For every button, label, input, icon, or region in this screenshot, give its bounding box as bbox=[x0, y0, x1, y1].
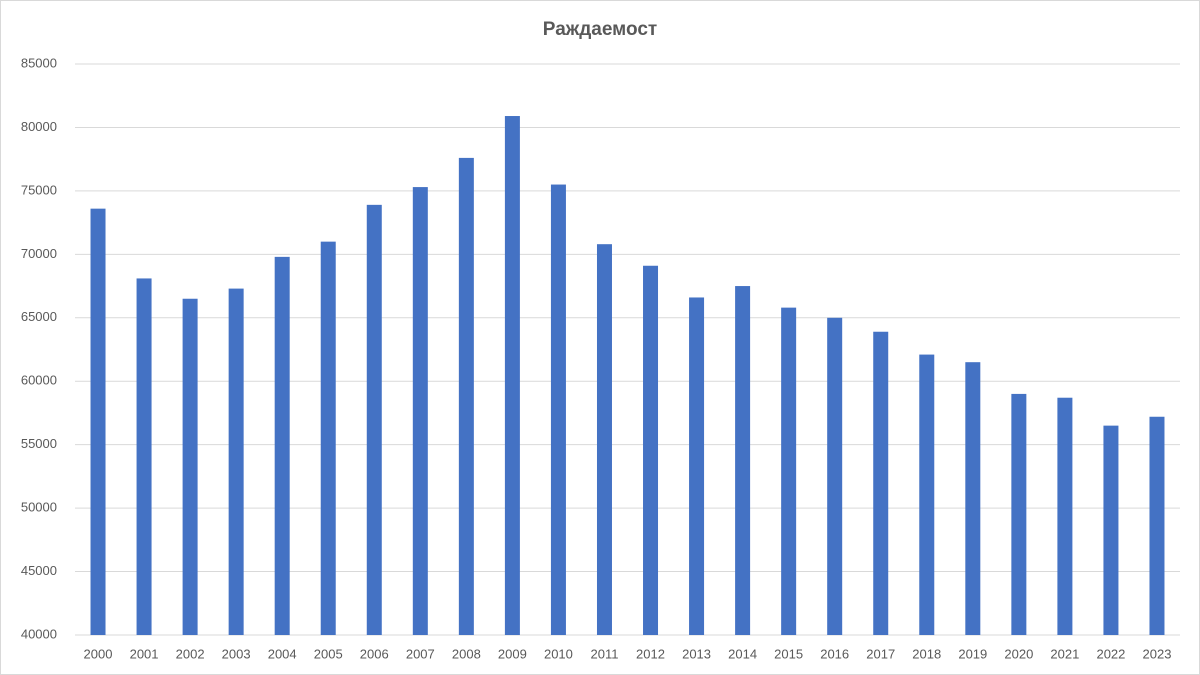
x-tick-label: 2019 bbox=[958, 646, 987, 661]
bar bbox=[1011, 393, 1027, 635]
x-tick-label: 2012 bbox=[636, 646, 665, 661]
x-tick-label: 2008 bbox=[452, 646, 481, 661]
bar bbox=[1103, 425, 1119, 635]
bar bbox=[1057, 397, 1073, 635]
y-tick-label: 80000 bbox=[21, 119, 57, 134]
x-tick-label: 2018 bbox=[912, 646, 941, 661]
y-tick-label: 70000 bbox=[21, 246, 57, 261]
x-tick-label: 2009 bbox=[498, 646, 527, 661]
bar bbox=[735, 286, 751, 635]
x-tick-label: 2004 bbox=[268, 646, 297, 661]
bar bbox=[643, 265, 659, 635]
bar bbox=[827, 317, 843, 635]
bar bbox=[550, 184, 566, 636]
y-tick-label: 60000 bbox=[21, 373, 57, 388]
bar bbox=[320, 241, 336, 635]
bar bbox=[136, 278, 152, 635]
x-tick-label: 2023 bbox=[1143, 646, 1172, 661]
bar bbox=[596, 244, 612, 635]
y-tick-label: 75000 bbox=[21, 182, 57, 197]
x-tick-label: 2020 bbox=[1004, 646, 1033, 661]
bar bbox=[458, 157, 474, 636]
x-tick-label: 2021 bbox=[1050, 646, 1079, 661]
bar bbox=[781, 307, 797, 635]
bar bbox=[274, 256, 290, 635]
y-tick-label: 40000 bbox=[21, 626, 57, 641]
bar bbox=[873, 331, 889, 635]
bar bbox=[965, 362, 981, 635]
bar bbox=[366, 204, 382, 635]
bar bbox=[919, 354, 935, 635]
bar bbox=[1149, 416, 1165, 635]
bar bbox=[182, 298, 198, 635]
y-tick-label: 85000 bbox=[21, 55, 57, 70]
bar bbox=[412, 187, 428, 636]
x-tick-label: 2014 bbox=[728, 646, 757, 661]
x-tick-label: 2013 bbox=[682, 646, 711, 661]
x-tick-label: 2017 bbox=[866, 646, 895, 661]
x-tick-label: 2006 bbox=[360, 646, 389, 661]
bar bbox=[90, 208, 106, 636]
y-tick-label: 65000 bbox=[21, 309, 57, 324]
bar bbox=[228, 288, 244, 635]
x-tick-label: 2005 bbox=[314, 646, 343, 661]
x-tick-label: 2001 bbox=[130, 646, 159, 661]
x-tick-label: 2010 bbox=[544, 646, 573, 661]
chart-title: Раждаемост bbox=[543, 19, 657, 40]
y-tick-label: 45000 bbox=[21, 563, 57, 578]
x-tick-label: 2003 bbox=[222, 646, 251, 661]
y-tick-label: 55000 bbox=[21, 436, 57, 451]
x-tick-label: 2015 bbox=[774, 646, 803, 661]
x-tick-label: 2000 bbox=[84, 646, 113, 661]
x-tick-label: 2007 bbox=[406, 646, 435, 661]
x-tick-label: 2011 bbox=[590, 646, 618, 661]
bar bbox=[504, 116, 520, 636]
x-tick-label: 2002 bbox=[176, 646, 205, 661]
x-tick-label: 2022 bbox=[1096, 646, 1125, 661]
bar bbox=[689, 297, 705, 635]
x-tick-label: 2016 bbox=[820, 646, 849, 661]
y-tick-label: 50000 bbox=[21, 500, 57, 515]
